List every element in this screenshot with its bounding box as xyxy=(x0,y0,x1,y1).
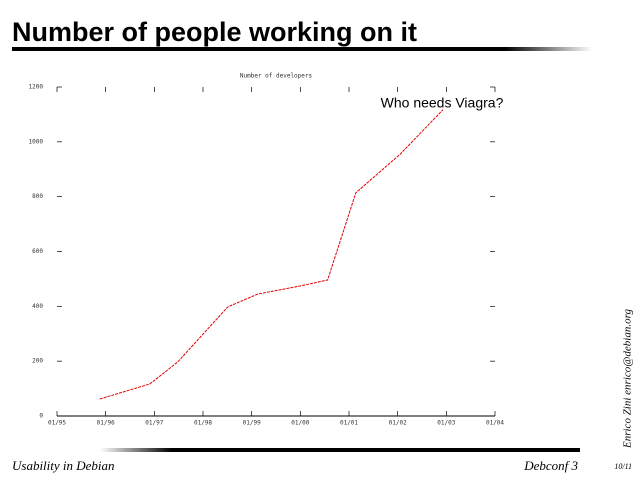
x-tick-label: 01/04 xyxy=(486,420,504,427)
x-tick-label: 01/02 xyxy=(389,420,407,427)
y-tick-label: 200 xyxy=(32,358,43,365)
x-tick-label: 01/99 xyxy=(243,420,261,427)
footer-rule xyxy=(100,448,580,452)
x-tick-label: 01/98 xyxy=(194,420,212,427)
y-tick-label: 0 xyxy=(39,413,43,420)
x-tick-label: 01/00 xyxy=(291,420,309,427)
x-tick-label: 01/01 xyxy=(340,420,358,427)
title-rule xyxy=(12,47,592,51)
chart-title: Number of developers xyxy=(240,73,313,80)
x-tick-label: 01/97 xyxy=(145,420,163,427)
data-line xyxy=(99,109,444,400)
footer-right: Debconf 3 xyxy=(523,458,578,473)
y-tick-label: 1000 xyxy=(29,138,44,145)
author: Enrico Zini enrico@debian.org xyxy=(622,309,634,449)
y-tick-label: 1200 xyxy=(29,84,44,91)
y-tick-label: 600 xyxy=(32,248,43,255)
y-tick-label: 400 xyxy=(32,303,43,310)
y-tick-label: 800 xyxy=(32,193,43,200)
x-tick-label: 01/03 xyxy=(437,420,455,427)
slide-title: Number of people working on it xyxy=(12,17,417,47)
footer-left: Usability in Debian xyxy=(12,458,115,473)
x-tick-label: 01/95 xyxy=(48,420,66,427)
page-number: 10/11 xyxy=(614,462,632,471)
x-tick-label: 01/96 xyxy=(97,420,115,427)
annotation: Who needs Viagra? xyxy=(381,95,504,111)
